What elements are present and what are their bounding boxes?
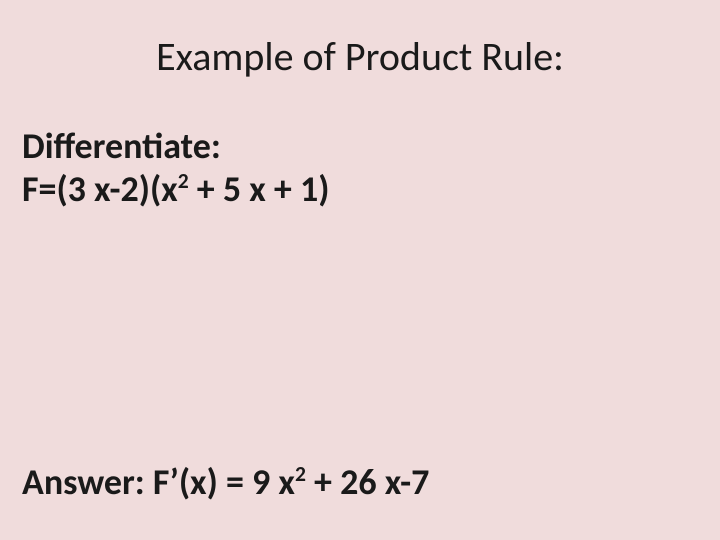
answer-rest: + 26 x-7 — [306, 460, 430, 504]
body-box: Differentiate: F=(3 x-2)(x2 + 5 x + 1) A… — [8, 108, 712, 532]
equation-lhs: F= — [22, 167, 56, 211]
title-box: Example of Product Rule: — [8, 10, 712, 102]
slide: Example of Product Rule: Differentiate: … — [0, 0, 720, 540]
answer-term1-coef: 9 x — [252, 460, 295, 504]
slide-title: Example of Product Rule: — [156, 32, 564, 81]
equation-factor1: (3 x-2) — [56, 167, 149, 211]
prompt-label: Differentiate: — [22, 126, 698, 167]
equation-factor2-post: + 5 x + 1) — [189, 167, 330, 211]
equation-factor2-exp: 2 — [178, 167, 189, 194]
answer-label: Answer: — [22, 460, 153, 504]
equation-line: F=(3 x-2)(x2 + 5 x + 1) — [22, 169, 698, 210]
equation-factor2-pre: (x — [150, 167, 178, 211]
answer-line: Answer: F’(x) = 9 x2 + 26 x-7 — [22, 460, 429, 504]
answer-func: F’(x) = — [153, 460, 252, 504]
answer-term1-exp: 2 — [295, 460, 306, 487]
